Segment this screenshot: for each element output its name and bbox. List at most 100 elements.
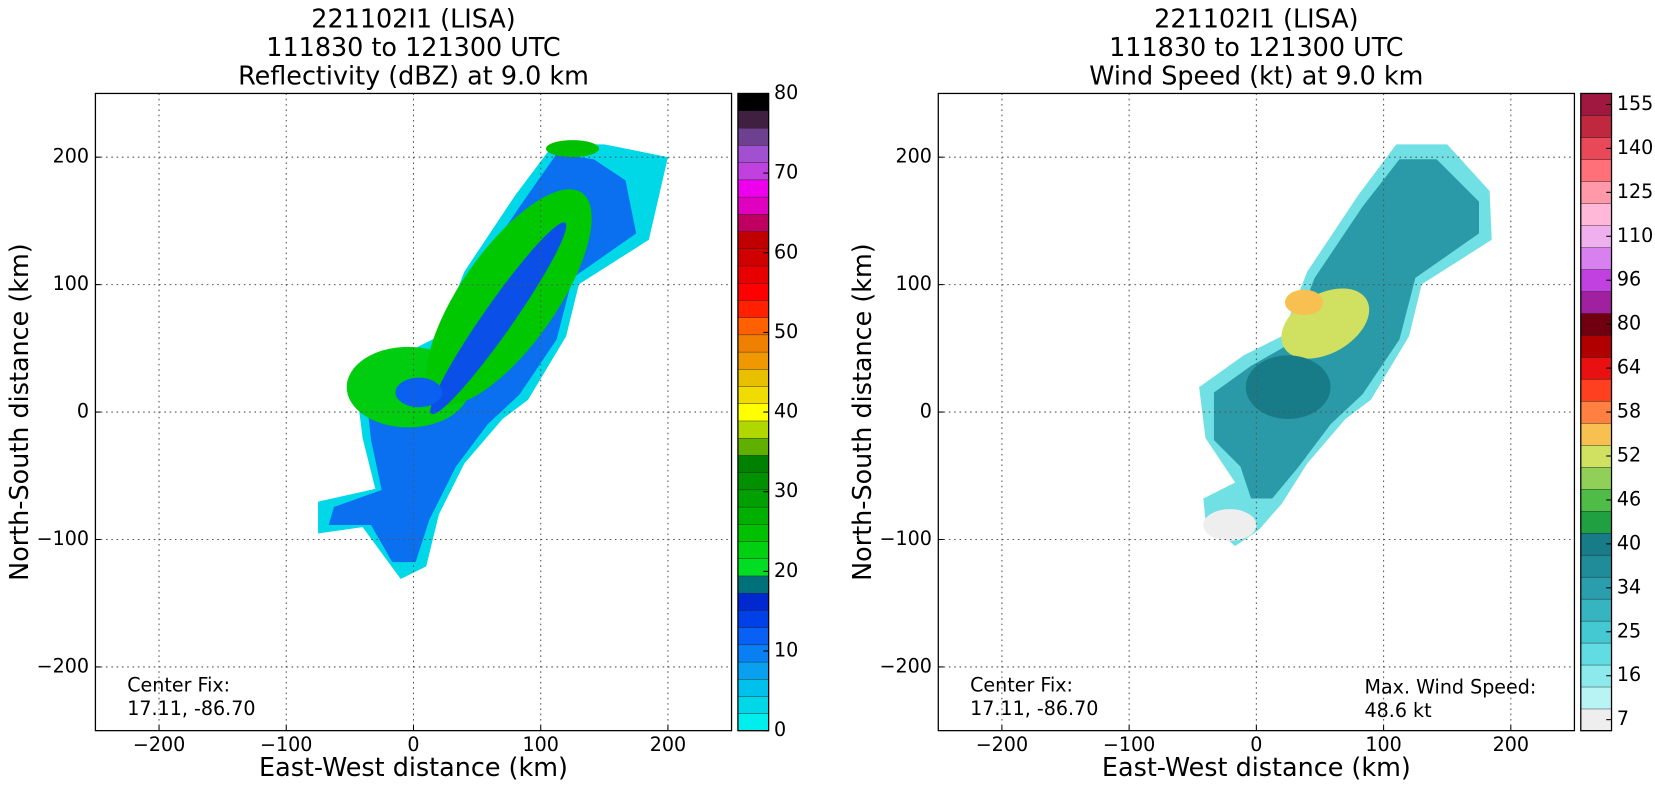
colorbar-segment [737, 231, 769, 249]
colorbar-segment [1580, 598, 1612, 622]
x-tick-label: 200 [1493, 734, 1529, 756]
colorbar-segment [737, 196, 769, 215]
x-tick-label: 0 [1250, 734, 1262, 756]
colorbar-segment [737, 523, 769, 542]
colorbar-tick-label: 16 [1617, 664, 1641, 686]
colorbar-tick-label: 64 [1617, 357, 1641, 379]
colorbar-segment [737, 368, 769, 387]
y-tick-label: 0 [77, 401, 89, 423]
colorbar-tick-label: 80 [774, 82, 798, 104]
colorbar-tick-label: 40 [1617, 532, 1641, 554]
colorbar-segment [1580, 203, 1612, 226]
colorbar-segment [737, 609, 769, 628]
y-tick-label: 200 [896, 146, 932, 168]
colorbar-segment [737, 299, 769, 318]
colorbar-segment [737, 420, 769, 439]
y-tick-label: −200 [880, 655, 932, 677]
colorbar-segment [1580, 378, 1612, 402]
y-tick-label: 200 [53, 146, 89, 168]
colorbar-tick-label: 0 [774, 719, 786, 741]
annotation: 17.11, -86.70 [127, 698, 255, 720]
y-axis-label: North-South distance (km) [4, 243, 34, 581]
colorbar-segment [737, 282, 769, 301]
colorbar-segment [1580, 642, 1612, 666]
reflectivity-field [318, 140, 668, 580]
colorbar-segment [737, 472, 769, 491]
colorbar-segment [737, 248, 769, 267]
y-tick-label: 100 [896, 273, 932, 295]
x-axis-label: East-West distance (km) [1102, 752, 1411, 782]
y-tick-label: −200 [37, 655, 89, 677]
colorbar-tick-label: 155 [1617, 93, 1653, 115]
colorbar-segment [1580, 115, 1612, 138]
annotation: 48.6 kt [1365, 700, 1433, 722]
x-tick-label: −200 [976, 734, 1028, 756]
chart-title: 221102I1 (LISA) [1154, 3, 1358, 33]
colorbar-segment [737, 627, 769, 646]
colorbar-segment [737, 592, 769, 611]
colorbar-segment [737, 162, 769, 181]
colorbar-segment [737, 265, 769, 284]
chart-title: Wind Speed (kt) at 9.0 km [1089, 61, 1423, 91]
colorbar-tick-label: 10 [774, 640, 798, 662]
x-tick-label: 100 [523, 734, 559, 756]
colorbar-tick-label: 30 [774, 480, 798, 502]
chart-title: 111830 to 121300 UTC [1109, 32, 1403, 62]
annotation: Center Fix: [127, 675, 230, 697]
colorbar-segment [737, 661, 769, 680]
colorbar-segment [737, 506, 769, 525]
colorbar-tick-label: 96 [1617, 269, 1641, 291]
colorbar-segment [737, 144, 769, 163]
colorbar-tick-label: 140 [1617, 137, 1653, 159]
colorbar-tick-label: 40 [774, 401, 798, 423]
colorbar-segment [737, 575, 769, 594]
colorbar-segment [737, 695, 769, 714]
colorbar-segment [737, 351, 769, 370]
y-tick-label: 0 [920, 401, 932, 423]
x-tick-label: −100 [1103, 734, 1155, 756]
annotation: Center Fix: [970, 675, 1073, 697]
colorbar-segment [1580, 247, 1612, 270]
colorbar-tick-label: 46 [1617, 488, 1641, 510]
colorbar-segment [1580, 290, 1612, 314]
colorbar-segment [1580, 686, 1612, 710]
colorbar-tick-label: 58 [1617, 401, 1641, 423]
colorbar-tick-label: 70 [774, 162, 798, 184]
colorbar-segment [1580, 466, 1612, 490]
x-axis-label: East-West distance (km) [259, 752, 568, 782]
colorbar-segment [737, 437, 769, 456]
colorbar-segment [737, 678, 769, 697]
colorbar-segment [737, 127, 769, 146]
colorbar-segment [1580, 422, 1612, 446]
plot-frame [937, 92, 1576, 732]
x-tick-label: 0 [407, 734, 419, 756]
colorbar-segment [737, 558, 769, 577]
colorbar-segment [1580, 159, 1612, 182]
colorbar-tick-label: 25 [1617, 620, 1641, 642]
x-tick-label: −200 [133, 734, 185, 756]
colorbar-tick-label: 125 [1617, 181, 1653, 203]
colorbar-segment [737, 644, 769, 663]
plot-frame [94, 92, 733, 732]
x-tick-label: −100 [260, 734, 312, 756]
colorbar-tick-label: 52 [1617, 444, 1641, 466]
chart-title: 111830 to 121300 UTC [266, 32, 560, 62]
y-tick-label: 100 [53, 273, 89, 295]
chart-title: Reflectivity (dBZ) at 9.0 km [238, 61, 589, 91]
annotation: Max. Wind Speed: [1365, 677, 1537, 699]
x-tick-label: 200 [650, 734, 686, 756]
colorbar-tick-label: 110 [1617, 225, 1653, 247]
annotation: 17.11, -86.70 [970, 698, 1098, 720]
colorbar-tick-label: 50 [774, 321, 798, 343]
y-tick-label: −100 [37, 528, 89, 550]
colorbar-segment [737, 213, 769, 232]
colorbar-tick-label: 20 [774, 560, 798, 582]
colorbar-segment [1580, 510, 1612, 534]
colorbar-segment [737, 179, 769, 198]
colorbar-tick-label: 60 [774, 241, 798, 263]
y-tick-label: −100 [880, 528, 932, 550]
colorbar-segment [737, 454, 769, 473]
x-tick-label: 100 [1365, 734, 1401, 756]
